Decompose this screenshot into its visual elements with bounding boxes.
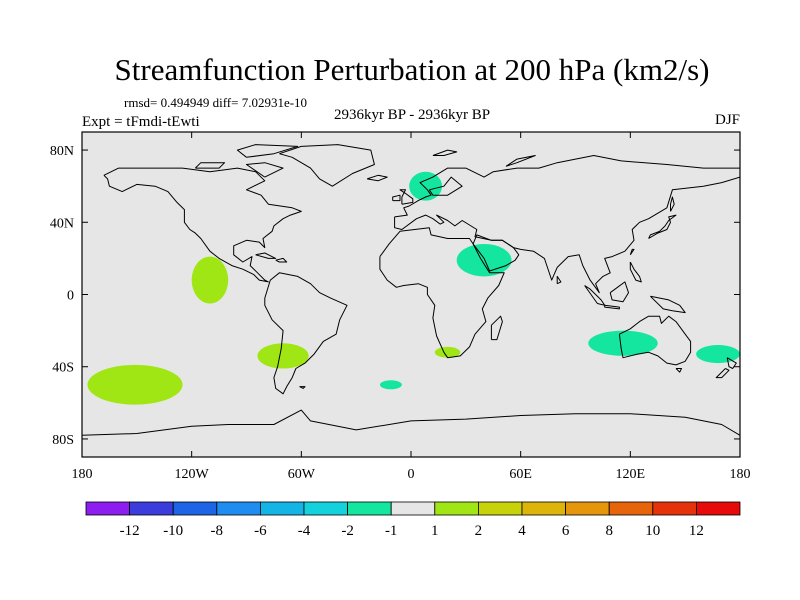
anomaly-red-sea bbox=[456, 243, 512, 277]
colorbar-label: 1 bbox=[431, 523, 439, 539]
colorbar-swatch bbox=[521, 501, 566, 516]
center-label: 2936kyr BP - 2936kyr BP bbox=[334, 107, 490, 123]
x-tick-label: 180 bbox=[730, 467, 751, 482]
anomaly-east-pacific bbox=[191, 256, 229, 304]
colorbar-label: 6 bbox=[562, 523, 570, 539]
colorbar-label: 2 bbox=[475, 523, 483, 539]
y-tick-label: 80N bbox=[50, 144, 74, 159]
coastline-sumatra bbox=[584, 285, 606, 306]
coastline-falklands bbox=[299, 386, 306, 389]
anomaly-new-zealand bbox=[696, 345, 740, 364]
coastline-novaya-zemlya bbox=[505, 155, 536, 167]
colorbar-label: -10 bbox=[163, 523, 183, 539]
coastline-new-guinea bbox=[650, 295, 686, 314]
colorbar-swatch bbox=[696, 501, 741, 516]
coastline-uk bbox=[399, 189, 414, 205]
coastline-south-america bbox=[264, 272, 348, 395]
coastline-greenland bbox=[279, 144, 375, 187]
coastline-madagascar bbox=[490, 315, 503, 341]
left-label: Expt = tFmdi-tEwti bbox=[82, 114, 200, 130]
colorbar: -12 -10 -8 -6 -4 -2 -1 1 2 4 6 8 10 12 bbox=[85, 501, 741, 539]
colorbar-swatch bbox=[477, 501, 523, 516]
stats-label: rmsd= 0.494949 diff= 7.02931e-10 bbox=[124, 95, 307, 110]
coastline-japan bbox=[648, 214, 677, 239]
coastline-tasmania bbox=[675, 368, 682, 373]
coastline-svalbard bbox=[432, 149, 458, 156]
coastline-sakhalin bbox=[670, 196, 675, 212]
colorbar-swatch bbox=[608, 501, 654, 516]
colorbar-label: -12 bbox=[120, 523, 140, 539]
colorbar-swatch bbox=[85, 501, 130, 516]
chart-title: Streamfunction Perturbation at 200 hPa (… bbox=[115, 52, 710, 87]
coastline-layer bbox=[82, 144, 740, 436]
coastline-new-zealand-south bbox=[715, 368, 730, 379]
colorbar-swatch bbox=[434, 501, 479, 516]
coastline-borneo bbox=[609, 281, 629, 303]
colorbar-swatch bbox=[652, 501, 697, 516]
y-tick-label: 40N bbox=[50, 216, 74, 231]
coastline-taiwan bbox=[629, 248, 635, 256]
colorbar-swatch bbox=[565, 501, 610, 516]
coastline-baffin bbox=[246, 162, 284, 178]
coastline-eurasia bbox=[394, 155, 740, 294]
anomaly-north-sea bbox=[409, 171, 443, 201]
axis-ticks: 180 120W 60W 0 60E 120E 180 80N 40N 0 40S 80S bbox=[50, 132, 751, 482]
coastline-hispaniola bbox=[275, 257, 288, 263]
coastline-java bbox=[604, 304, 620, 310]
right-label: DJF bbox=[715, 112, 740, 128]
x-tick-label: 60E bbox=[509, 467, 532, 482]
colorbar-label: -6 bbox=[254, 523, 267, 539]
anomaly-layer bbox=[87, 171, 740, 405]
x-tick-label: 0 bbox=[408, 467, 415, 482]
coastline-cuba bbox=[255, 252, 277, 259]
coastline-arabia bbox=[472, 234, 520, 272]
colorbar-swatch bbox=[259, 501, 305, 516]
coastline-antarctica bbox=[82, 409, 740, 436]
y-tick-label: 0 bbox=[67, 289, 74, 304]
colorbar-label: -1 bbox=[385, 523, 398, 539]
coastline-ellesmere bbox=[236, 144, 299, 158]
coastline-new-zealand-north bbox=[726, 357, 737, 369]
coastline-africa bbox=[379, 227, 505, 359]
colorbar-swatch bbox=[390, 501, 436, 516]
anomaly-australia bbox=[588, 330, 658, 356]
colorbar-swatch bbox=[216, 501, 261, 516]
colorbar-label: -8 bbox=[211, 523, 224, 539]
x-tick-label: 60W bbox=[288, 467, 316, 482]
colorbar-label: 8 bbox=[605, 523, 613, 539]
coastline-sri-lanka bbox=[556, 275, 562, 285]
anomaly-south-america bbox=[257, 343, 309, 369]
coastline-philippines bbox=[629, 261, 642, 283]
y-tick-label: 80S bbox=[52, 433, 74, 448]
coastline-iceland bbox=[366, 174, 388, 182]
colorbar-swatch bbox=[129, 501, 174, 516]
coastline-scandinavia-sea bbox=[428, 176, 463, 196]
coastline-north-america bbox=[103, 167, 302, 283]
coastline-australia bbox=[618, 315, 692, 366]
coastline-ireland bbox=[392, 194, 401, 202]
colorbar-swatch bbox=[303, 501, 348, 516]
x-tick-label: 120W bbox=[175, 467, 210, 482]
colorbar-label: 10 bbox=[645, 523, 660, 539]
colorbar-swatch bbox=[347, 501, 392, 516]
colorbar-label: 12 bbox=[689, 523, 704, 539]
colorbar-label: -2 bbox=[341, 523, 354, 539]
colorbar-swatch bbox=[172, 501, 218, 516]
x-tick-label: 120E bbox=[616, 467, 646, 482]
y-tick-label: 40S bbox=[52, 361, 74, 376]
anomaly-south-atlantic bbox=[379, 380, 402, 390]
colorbar-label: -4 bbox=[298, 523, 311, 539]
anomaly-south-africa bbox=[434, 346, 461, 358]
colorbar-label: 4 bbox=[518, 523, 526, 539]
anomaly-south-pacific bbox=[87, 364, 183, 405]
coastline-victoria-island bbox=[194, 162, 226, 169]
x-tick-label: 180 bbox=[72, 467, 93, 482]
